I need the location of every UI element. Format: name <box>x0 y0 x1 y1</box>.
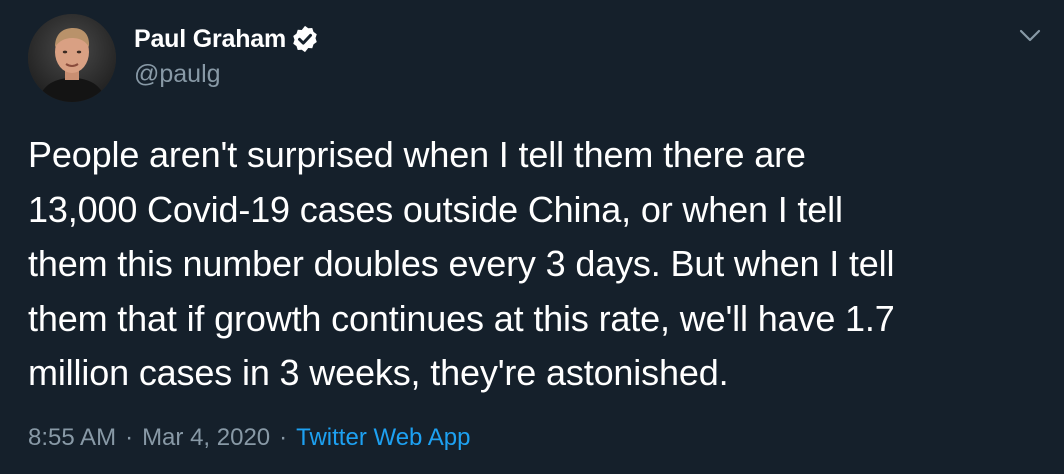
tweet-text-line: 13,000 Covid-19 cases outside China, or … <box>28 188 843 230</box>
tweet-text-line: million cases in 3 weeks, they're astoni… <box>28 352 729 393</box>
meta-separator: · <box>125 424 134 451</box>
tweet-text-line: them that if growth continues at this ra… <box>28 297 895 339</box>
avatar-image <box>28 14 116 102</box>
avatar[interactable] <box>28 14 116 102</box>
tweet-time[interactable]: 8:55 AM <box>28 424 117 451</box>
author-block: Paul Graham @paulg <box>134 22 320 89</box>
tweet-text-line: them this number doubles every 3 days. B… <box>28 243 895 284</box>
author-display-name[interactable]: Paul Graham <box>134 24 287 53</box>
chevron-down-icon[interactable] <box>1014 22 1046 50</box>
tweet-meta: 8:55 AM · Mar 4, 2020 · Twitter Web App <box>28 424 470 452</box>
author-name-row: Paul Graham <box>134 22 320 56</box>
tweet-source-link[interactable]: Twitter Web App <box>296 424 471 451</box>
tweet-date[interactable]: Mar 4, 2020 <box>142 424 271 451</box>
verified-badge-icon <box>290 24 320 54</box>
meta-separator: · <box>279 424 288 451</box>
author-handle[interactable]: @paulg <box>134 60 221 88</box>
tweet-text: People aren't surprised when I tell them… <box>28 128 1048 401</box>
tweet-text-line: People aren't surprised when I tell them… <box>28 134 806 175</box>
